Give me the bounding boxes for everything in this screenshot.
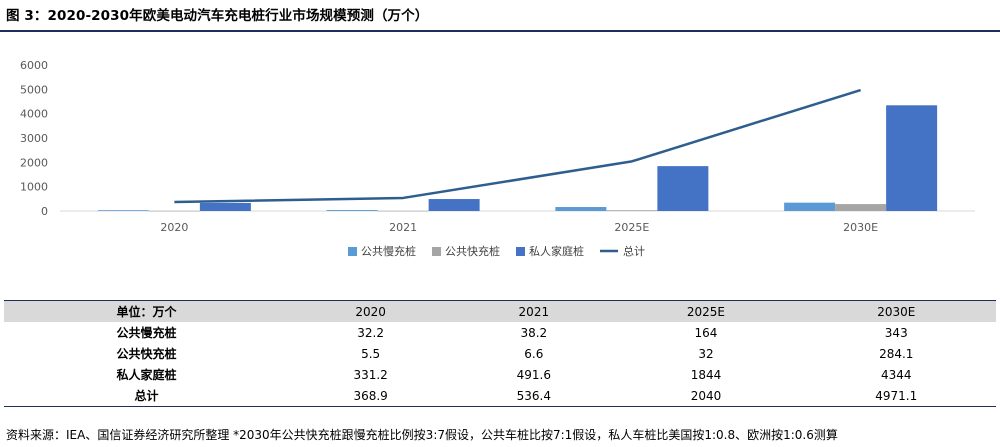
x-tick-label: 2021: [389, 221, 417, 234]
bar: [377, 210, 429, 212]
legend-label: 公共快充桩: [445, 244, 500, 258]
chart: 0 1000 2000 3000 4000 5000 6000 2020 2021 2025E 20…: [20, 59, 975, 258]
bar: [784, 202, 836, 211]
table-header-cell: 2020: [289, 300, 453, 322]
table-header-cell: 单位：万个: [4, 300, 290, 322]
bar: [148, 210, 200, 212]
table-header-cell: 2025E: [615, 300, 797, 322]
legend-swatch: [348, 247, 357, 256]
table-cell: 4971.1: [796, 385, 996, 407]
table-cell: 6.6: [524, 346, 544, 361]
table-row: 公共慢充桩 32.2 38.2 164 343: [4, 322, 996, 343]
y-tick-label: 1000: [20, 181, 48, 194]
table-cell: 2040: [615, 385, 797, 407]
table-cell: 1844: [690, 367, 722, 382]
legend-swatch: [432, 247, 441, 256]
x-tick-label: 2030E: [843, 221, 878, 234]
table-cell: 284.1: [879, 346, 914, 361]
bar: [657, 166, 709, 211]
bar: [555, 207, 607, 211]
table-cell: 343: [884, 325, 908, 340]
y-tick-label: 3000: [20, 132, 48, 145]
table-cell: 536.4: [452, 385, 616, 407]
table-cell: 368.9: [289, 385, 453, 407]
title-divider: [0, 30, 1000, 32]
legend-label: 总计: [623, 244, 645, 258]
table-cell: 32: [698, 346, 714, 361]
y-tick-label: 4000: [20, 108, 48, 121]
figure-title: 图 3：2020-2030年欧美电动汽车充电桩行业市场规模预测（万个）: [6, 8, 429, 24]
x-tick-label: 2025E: [614, 221, 649, 234]
data-table: 单位：万个 2020 2021 2025E 2030E 公共慢充桩 32.2 3…: [4, 300, 996, 407]
table-cell: 38.2: [520, 325, 548, 340]
series-line-total: [174, 88, 861, 204]
table-cell: 5.5: [361, 346, 381, 361]
bar: [835, 204, 887, 211]
table-row-label: 公共快充桩: [116, 347, 177, 361]
x-tick-label: 2020: [160, 221, 188, 234]
bar: [606, 210, 658, 211]
table-row-label: 总计: [4, 385, 290, 407]
y-tick-label: 6000: [20, 59, 48, 72]
table-cell: 491.6: [516, 367, 551, 382]
table-row: 总计 368.9 536.4 2040 4971.1: [4, 385, 996, 407]
table-row-label: 公共慢充桩: [116, 326, 177, 340]
legend-label: 私人家庭桩: [529, 244, 584, 258]
bar: [886, 105, 938, 211]
table-cell: 4344: [880, 367, 912, 382]
table-header-row: 单位：万个 2020 2021 2025E 2030E: [4, 300, 996, 322]
legend-label: 公共慢充桩: [361, 244, 416, 258]
y-tick-label: 0: [41, 205, 48, 218]
table-row-label: 私人家庭桩: [116, 368, 177, 382]
y-tick-label: 2000: [20, 156, 48, 169]
y-tick-label: 5000: [20, 83, 48, 96]
table-header-cell: 2021: [452, 300, 616, 322]
table-row: 私人家庭桩 331.2 491.6 1844 4344: [4, 364, 996, 385]
bar: [97, 210, 149, 211]
bar: [428, 199, 480, 211]
table-cell: 164: [694, 325, 718, 340]
source-note: 资料来源：IEA、国信证券经济研究所整理 *2030年公共快充桩跟慢充桩比例按3…: [6, 428, 838, 442]
table-row: 公共快充桩 5.5 6.6 32 284.1: [4, 343, 996, 364]
legend-swatch: [516, 247, 525, 256]
table-cell: 32.2: [357, 325, 384, 340]
table-header-cell: 2030E: [796, 300, 996, 322]
table-cell: 331.2: [353, 367, 388, 382]
bar: [199, 202, 251, 211]
bar: [326, 210, 378, 211]
